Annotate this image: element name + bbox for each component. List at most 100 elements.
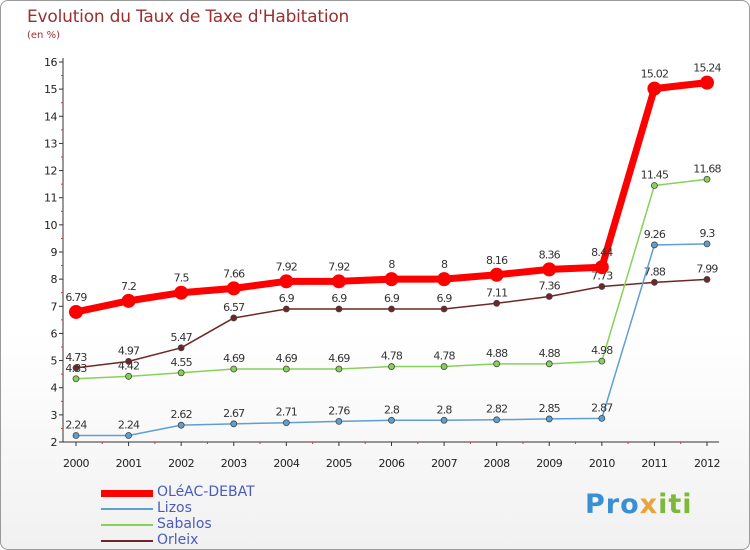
data-point: [177, 421, 185, 429]
line-chart: 2 3 4 5 6 7 8 9 10 11 12 13 14 15 16 2000 2001 2002 2003 20…: [44, 56, 722, 470]
data-label: 5.47: [171, 331, 193, 344]
y-tick-label: 10: [44, 219, 57, 232]
data-label: 11.45: [641, 169, 669, 182]
x-tick-label: 2004: [273, 457, 299, 470]
data-label: 4.42: [118, 359, 139, 372]
y-tick-label: 4: [51, 382, 58, 395]
data-point: [282, 419, 290, 427]
data-point: [230, 420, 238, 428]
data-label: 7.36: [539, 280, 561, 293]
data-label: 4.78: [433, 350, 455, 363]
legend-swatch: [101, 490, 153, 497]
data-point: [177, 344, 185, 352]
data-point: [598, 357, 606, 365]
data-label: 7.99: [696, 262, 718, 275]
data-point: [335, 365, 343, 373]
data-point: [598, 414, 606, 422]
data-label: 7.11: [486, 286, 507, 299]
data-label: 2.82: [486, 403, 507, 416]
logo-part-1: Pro: [585, 489, 640, 520]
y-tick-label: 9: [51, 246, 58, 259]
data-point: [121, 293, 136, 308]
data-point: [72, 364, 80, 372]
data-point: [594, 260, 609, 275]
data-label: 7.66: [223, 267, 245, 280]
data-point: [703, 276, 711, 283]
x-tick-label: 2003: [221, 457, 247, 470]
x-tick-label: 2010: [589, 457, 615, 470]
series-orleix: 4.73 4.97 5.47 6.57 6.9 6.9 6.9 6.9 7.11 7.36 7.73…: [65, 262, 719, 372]
data-label: 4.88: [539, 347, 561, 360]
data-point: [489, 267, 504, 282]
data-point: [226, 281, 241, 296]
data-point: [174, 285, 189, 300]
x-tick-label: 2011: [641, 457, 667, 470]
data-label: 4.98: [591, 344, 613, 357]
logo-part-3: iti: [658, 489, 693, 520]
data-point: [440, 416, 448, 424]
data-point: [651, 182, 658, 189]
y-tick-label: 13: [44, 137, 57, 150]
series-ol-ac-debat: 6.79 7.2 7.5 7.66 7.92 7.92 8 8 8.16 8.36 8.44 15.0…: [65, 62, 722, 319]
legend-label: Sabalos: [157, 516, 212, 532]
data-point: [647, 81, 662, 96]
data-label: 9.3: [699, 227, 715, 240]
data-point: [651, 278, 658, 286]
data-point: [598, 283, 606, 290]
data-label: 2.76: [328, 404, 350, 417]
unit-label: (en %): [27, 30, 60, 41]
chart-title: Evolution du Taux de Taxe d'Habitation: [27, 7, 350, 27]
data-label: 4.73: [65, 351, 87, 364]
legend-swatch: [101, 524, 153, 526]
data-label: 4.33: [65, 362, 87, 375]
x-tick-label: 2008: [484, 457, 510, 470]
data-point: [331, 274, 346, 289]
data-point: [125, 372, 132, 380]
data-label: 4.69: [223, 352, 245, 365]
series-sabalos: 4.33 4.42 4.55 4.69 4.69 4.69 4.78 4.78 4.88 4.88…: [65, 162, 722, 383]
data-label: 2.24: [65, 418, 87, 431]
data-label: 8.16: [486, 254, 508, 267]
x-tick-label: 2012: [694, 457, 720, 470]
data-point: [493, 299, 501, 307]
proxiti-logo: Proxiti: [585, 489, 693, 520]
data-point: [282, 365, 290, 373]
data-point: [384, 272, 399, 287]
data-point: [545, 415, 553, 423]
data-label: 7.88: [644, 265, 666, 278]
y-tick-label: 6: [51, 327, 58, 340]
y-tick-label: 7: [51, 300, 58, 313]
data-label: 2.62: [171, 408, 192, 421]
x-tick-label: 2007: [431, 457, 457, 470]
data-point: [493, 360, 501, 368]
x-tick-label: 2001: [116, 457, 142, 470]
legend-label: Lizos: [157, 500, 192, 516]
data-label: 2.67: [223, 407, 245, 420]
y-tick-label: 15: [44, 83, 57, 96]
data-point: [651, 241, 658, 249]
data-label: 7.73: [591, 269, 613, 282]
data-label: 4.88: [486, 347, 508, 360]
data-point: [230, 365, 238, 373]
x-tick-label: 2005: [326, 457, 352, 470]
data-point: [177, 369, 185, 377]
y-tick-label: 14: [44, 110, 57, 123]
y-tick-label: 16: [44, 56, 57, 69]
data-point: [125, 357, 132, 365]
data-label: 6.9: [437, 292, 453, 305]
x-tick-label: 2006: [379, 457, 405, 470]
data-point: [440, 363, 448, 370]
y-tick-label: 3: [51, 409, 58, 422]
y-tick-label: 5: [51, 355, 58, 368]
data-label: 4.69: [328, 352, 350, 365]
data-label: 2.24: [118, 418, 140, 431]
data-label: 8: [388, 258, 395, 271]
y-tick-label: 12: [44, 165, 57, 178]
data-point: [125, 432, 132, 439]
data-label: 4.55: [171, 356, 193, 369]
legend-swatch: [101, 508, 153, 510]
y-tick-label: 8: [51, 273, 58, 286]
data-point: [279, 274, 294, 289]
data-point: [388, 305, 395, 313]
data-point: [440, 305, 448, 313]
